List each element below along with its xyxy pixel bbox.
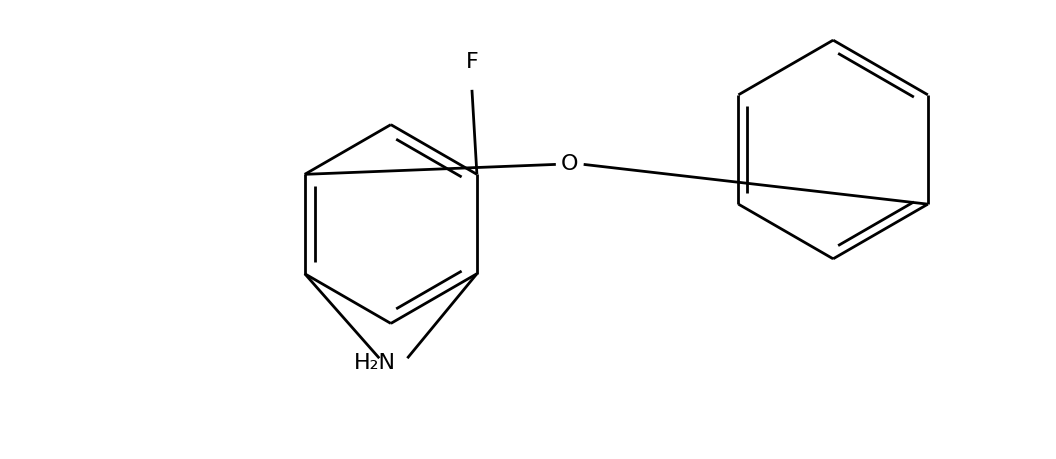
Text: H₂N: H₂N [354,353,395,373]
Text: F: F [466,52,478,72]
Text: O: O [561,154,579,174]
